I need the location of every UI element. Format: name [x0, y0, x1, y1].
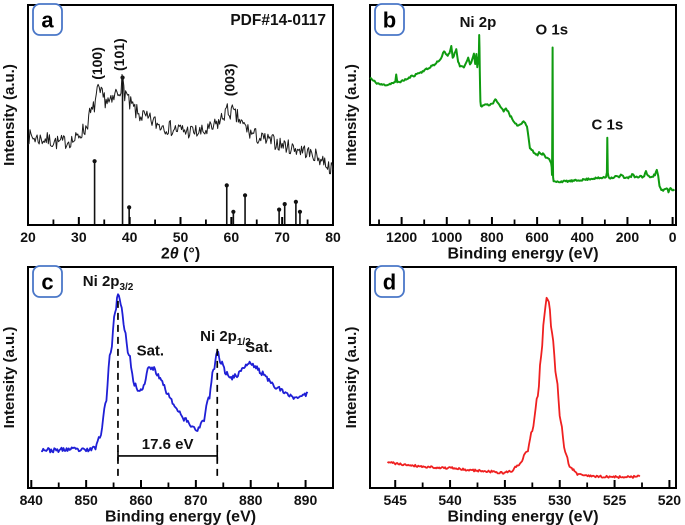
- spectrum-trace: [386, 296, 641, 479]
- x-axis-tick-label: 840: [20, 492, 44, 508]
- x-axis-tick-label: 530: [548, 492, 572, 508]
- x-axis-tick-label: 880: [239, 492, 263, 508]
- x-axis-tick-label: 545: [384, 492, 408, 508]
- panel-letter: a: [41, 8, 54, 33]
- x-axis-tick-label: 540: [438, 492, 462, 508]
- x-axis-tick-label: 890: [294, 492, 318, 508]
- panel-letter: c: [41, 270, 53, 295]
- x-axis-tick-label: 0: [669, 229, 677, 245]
- y-axis-title: Intensity (a.u.): [343, 64, 360, 166]
- y-axis-title: Intensity (a.u.): [343, 327, 360, 429]
- energy-separation-label: 17.6 eV: [142, 436, 194, 453]
- x-axis-tick-label: 60: [224, 229, 240, 245]
- reference-stick-marker: [127, 205, 132, 210]
- spectrum-trace: [369, 34, 676, 194]
- plot-box: [369, 4, 677, 226]
- x-axis-tick-label: 1200: [386, 229, 417, 245]
- x-axis-tick-label: 400: [571, 229, 595, 245]
- x-axis-tick-label: 520: [658, 492, 682, 508]
- panel-a-xrd-chart: (100) (101) (003) PDF#14-0117 20 30 40 50 60 70 80…: [1, 3, 341, 263]
- x-axis-title: Binding energy (eV): [105, 509, 256, 525]
- y-axis-title: Intensity (a.u.): [1, 327, 18, 429]
- x-axis-tick-label: 80: [325, 229, 341, 245]
- panel-d-o1s-xps-chart: 545 540 535 530 525 520 Binding energy (eV) Int…: [343, 265, 682, 525]
- x-axis-title: Binding energy (eV): [447, 246, 598, 263]
- peak-label: (101): [111, 38, 127, 71]
- x-axis-tick-label: 50: [173, 229, 189, 245]
- panel-letter-badge: [32, 3, 63, 36]
- x-axis-tick-label: 40: [122, 229, 138, 245]
- x-axis-tick-label: 1000: [431, 229, 462, 245]
- reference-stick-marker: [293, 199, 298, 204]
- peak-label: C 1s: [592, 116, 624, 133]
- plot-box: [27, 4, 334, 226]
- x-axis-tick-label: 600: [525, 229, 549, 245]
- x-axis-tick-label: 800: [480, 229, 504, 245]
- x-axis-tick-label: 850: [74, 492, 98, 508]
- plot-box: [27, 266, 334, 489]
- peak-label: Ni 2p: [460, 14, 497, 31]
- spectrum-trace: [41, 293, 309, 454]
- peak-label: Sat.: [245, 339, 273, 356]
- peak-label: Ni 2p1/2: [200, 328, 251, 348]
- reference-card-label: PDF#14-0117: [230, 12, 326, 29]
- spectrum-trace: [27, 74, 334, 175]
- peak-label: (100): [89, 47, 105, 80]
- peak-label: O 1s: [536, 22, 569, 39]
- peak-label: Ni 2p3/2: [83, 273, 134, 293]
- x-axis-tick-label: 525: [603, 492, 627, 508]
- reference-stick-marker: [277, 207, 282, 212]
- peak-label: Sat.: [137, 342, 165, 359]
- reference-stick-marker: [231, 209, 236, 214]
- y-axis-title: Intensity (a.u.): [1, 64, 18, 166]
- x-axis-tick-label: 870: [184, 492, 208, 508]
- reference-stick-marker: [282, 202, 287, 207]
- panel-letter-badge: [32, 265, 63, 298]
- reference-stick-marker: [92, 159, 97, 164]
- x-axis-tick-label: 70: [274, 229, 290, 245]
- plot-box: [369, 266, 677, 489]
- reference-stick-marker: [297, 209, 303, 214]
- reference-stick-marker: [224, 183, 229, 188]
- reference-stick-marker: [242, 193, 248, 198]
- x-axis-tick-label: 860: [129, 492, 153, 508]
- panel-letter: b: [383, 8, 396, 33]
- panel-letter-badge: [374, 265, 405, 298]
- x-axis-tick-label: 200: [616, 229, 640, 245]
- x-axis-tick-label: 535: [493, 492, 517, 508]
- x-axis-title: Binding energy (eV): [447, 509, 598, 525]
- x-axis-tick-label: 20: [20, 229, 36, 245]
- x-axis-tick-label: 30: [71, 229, 87, 245]
- peak-label: (003): [221, 64, 237, 97]
- panel-letter: d: [383, 270, 396, 295]
- panel-letter-badge: [374, 3, 405, 36]
- panel-b-xps-survey-chart: Ni 2p O 1s C 1s 1200 1000 800 600 400 200 0 Bindin…: [343, 3, 677, 263]
- x-axis-title: 2θ (°): [161, 246, 200, 263]
